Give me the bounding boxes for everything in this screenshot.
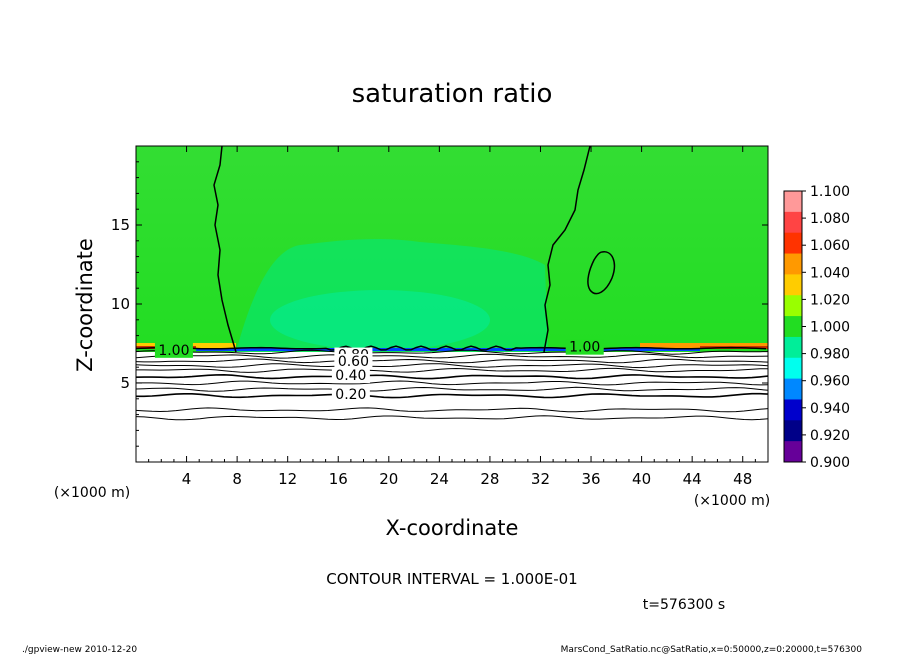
contour-label: 0.40 [335, 368, 366, 384]
contour-band-line [136, 380, 768, 386]
colorbar-label: 1.060 [810, 238, 850, 254]
colorbar-label: 1.000 [810, 320, 850, 336]
x-tick-label: 16 [329, 470, 348, 488]
contour-label: 1.00 [569, 340, 600, 356]
colorbar-swatch [784, 274, 802, 296]
y-axis: 5 10 15 [111, 161, 768, 447]
x-axis: 4 8 12 16 20 24 28 32 36 40 44 48 [148, 146, 756, 488]
colorbar-swatch [784, 232, 802, 255]
contour-band-line [136, 392, 768, 399]
contour-labels: 1.001.000.800.600.400.20 [154, 339, 604, 403]
x-tick-label: 40 [632, 470, 651, 488]
colorbar-swatch [784, 316, 802, 338]
contour-1.00-island [587, 251, 616, 295]
x-tick-label: 36 [581, 470, 600, 488]
colorbar-label: 0.940 [810, 401, 850, 417]
colorbar-label: 0.920 [810, 428, 850, 444]
colorbar-label: 1.040 [810, 265, 850, 281]
x-tick-label: 8 [232, 470, 242, 488]
colorbar-swatch [784, 420, 802, 442]
contour-label-bg [565, 339, 604, 355]
x-axis-label: X-coordinate [386, 516, 519, 540]
x-tick-label: 20 [379, 470, 398, 488]
boundary-blue-band [196, 348, 700, 351]
footer-left: ./gpview-new 2010-12-20 [22, 645, 137, 654]
contour-label: 1.00 [158, 343, 189, 359]
x-tick-label: 24 [430, 470, 449, 488]
colorbar-label: 1.080 [810, 211, 850, 227]
colorbar-label: 0.900 [810, 455, 850, 471]
x-unit-label-right: (×1000 m) [694, 493, 770, 509]
contour-label-bg [331, 387, 370, 403]
contour-band-line [136, 415, 768, 421]
colorbar-swatch [784, 295, 802, 317]
field-fill-lower [136, 352, 768, 462]
colorbar-swatch [784, 253, 802, 275]
chart-title: saturation ratio [352, 79, 553, 109]
contour-band-line [136, 353, 768, 359]
colorbar-swatch [784, 211, 802, 234]
contour-band-line [136, 407, 768, 413]
contour-band-line [136, 386, 768, 392]
x-tick-label: 28 [480, 470, 499, 488]
x-unit-label-left: (×1000 m) [54, 485, 130, 501]
colorbar: 1.100 1.080 1.060 1.040 1.020 1.000 0.980 0.960… [783, 184, 850, 471]
colorbar-swatch [784, 357, 802, 380]
x-tick-label: 4 [182, 470, 192, 488]
contour-bands [136, 345, 768, 421]
x-tick-label: 12 [278, 470, 297, 488]
time-label: t=576300 s [643, 597, 725, 613]
contour-band-line [136, 349, 768, 355]
colorbar-label: 1.020 [810, 292, 850, 308]
subsaturated-core [270, 290, 490, 350]
contour-1.00-left [213, 146, 237, 353]
colorbar-swatch [784, 378, 802, 400]
colorbar-swatch [784, 399, 802, 421]
colorbar-label: 0.960 [810, 374, 850, 390]
contour-band-line [136, 367, 768, 373]
y-tick-label: 10 [111, 295, 130, 313]
x-tick-label: 32 [531, 470, 550, 488]
y-axis-label: Z-coordinate [73, 238, 97, 372]
y-tick-label: 15 [111, 216, 130, 234]
contour-label-bg [334, 353, 373, 369]
x-tick-label: 48 [733, 470, 752, 488]
contour-band-line [136, 373, 768, 380]
colorbar-swatch [784, 191, 802, 213]
contour-1.00-boundary [136, 345, 767, 351]
colorbar-label: 0.980 [810, 347, 850, 363]
plot-area [136, 146, 768, 462]
colorbar-swatch [784, 441, 802, 463]
contour-band-line [136, 363, 768, 369]
colorbar-swatch [784, 336, 802, 359]
subsaturated-region [236, 238, 548, 352]
y-tick-label: 5 [120, 374, 130, 392]
contour-label: 0.60 [338, 354, 369, 370]
contour-label-bg [154, 342, 193, 358]
contour-1.00-right [543, 146, 591, 353]
x-tick-label: 44 [683, 470, 702, 488]
contour-interval-text: CONTOUR INTERVAL = 1.000E-01 [326, 570, 577, 588]
contour-band-line [136, 358, 768, 364]
footer-right: MarsCond_SatRatio.nc@SatRatio,x=0:50000,… [561, 645, 863, 654]
contour-label: 0.20 [335, 387, 366, 403]
contour-label-bg [331, 368, 370, 384]
colorbar-label: 1.100 [810, 184, 850, 200]
